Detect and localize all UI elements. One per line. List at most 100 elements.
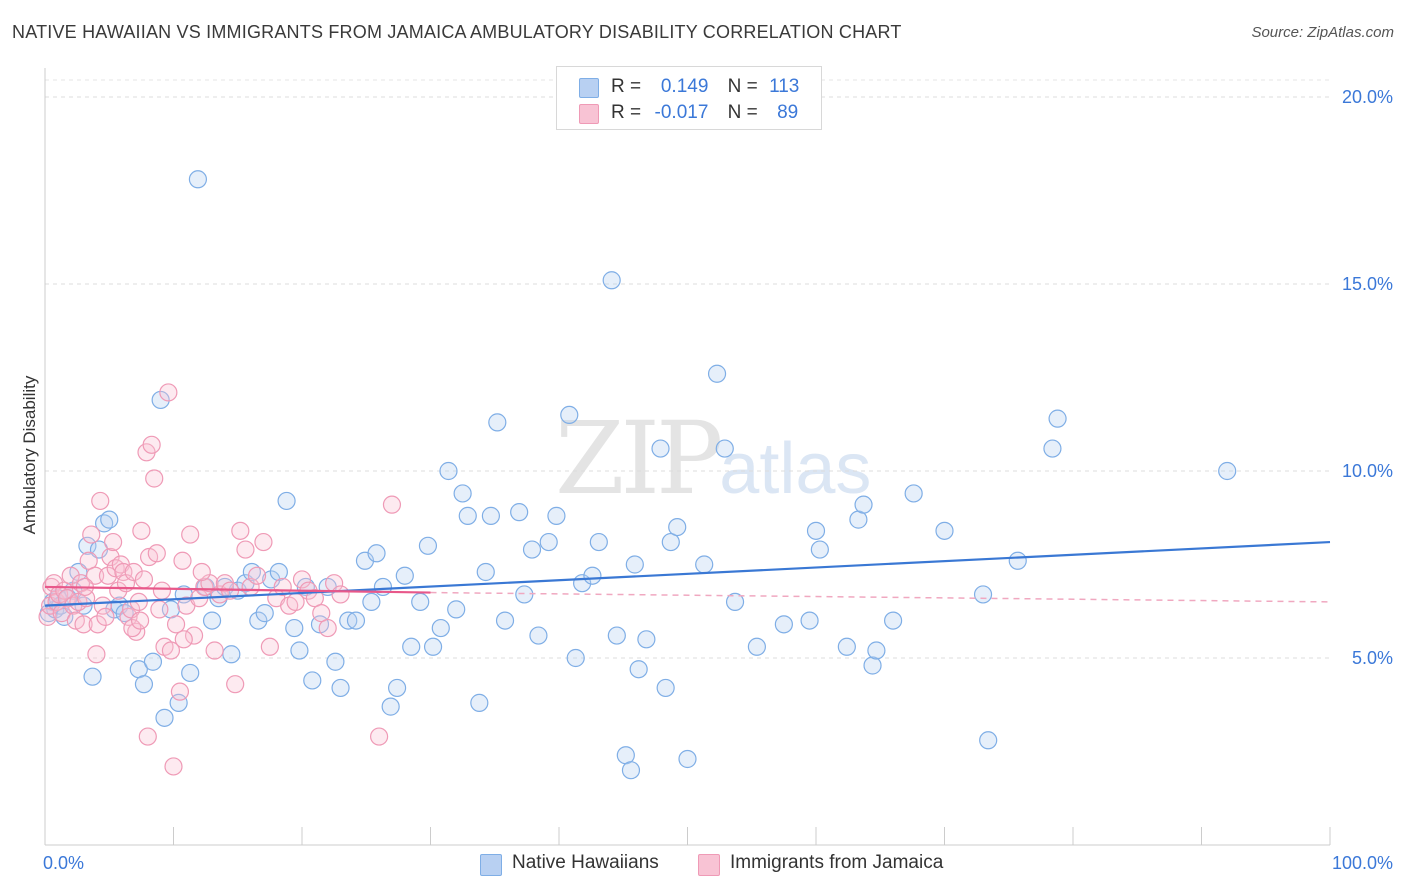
legend-n-label: N =: [727, 102, 758, 123]
point-native-hawaiian: [100, 510, 119, 529]
y-tick-label: 5.0%: [1352, 648, 1393, 668]
point-native-hawaiian: [625, 555, 644, 574]
point-jamaica: [79, 551, 98, 570]
point-jamaica: [98, 566, 118, 585]
point-native-hawaiian: [303, 671, 322, 690]
point-native-hawaiian: [476, 562, 495, 582]
legend-n-value: 89: [777, 102, 799, 123]
point-jamaica: [159, 383, 178, 402]
legend-swatch-blue: [579, 78, 599, 98]
point-jamaica: [74, 615, 93, 634]
point-native-hawaiian: [395, 566, 414, 585]
point-native-hawaiian: [589, 532, 608, 552]
point-native-hawaiian: [935, 521, 954, 540]
watermark-zip: ZIP: [555, 400, 723, 517]
point-native-hawaiian: [202, 611, 222, 630]
point-jamaica: [147, 544, 166, 563]
point-native-hawaiian: [583, 566, 602, 585]
point-native-hawaiian: [510, 503, 529, 522]
point-native-hawaiian: [621, 761, 641, 780]
point-native-hawaiian: [1048, 409, 1067, 428]
point-jamaica: [93, 596, 112, 615]
point-native-hawaiian: [143, 652, 163, 671]
point-native-hawaiian: [800, 611, 819, 630]
point-jamaica: [170, 682, 190, 701]
point-jamaica: [370, 727, 389, 746]
point-native-hawaiian: [339, 611, 358, 630]
point-jamaica: [119, 607, 138, 626]
point-jamaica: [130, 611, 150, 630]
point-jamaica: [174, 630, 193, 649]
point-native-hawaiian: [285, 618, 304, 638]
point-jamaica: [164, 757, 183, 776]
point-jamaica: [88, 615, 107, 634]
point-native-hawaiian: [134, 675, 154, 694]
point-native-hawaiian: [607, 626, 626, 645]
point-native-hawaiian: [402, 637, 421, 656]
point-native-hawaiian: [602, 271, 621, 290]
point-jamaica: [382, 495, 402, 514]
point-native-hawaiian: [431, 618, 450, 638]
point-jamaica: [134, 570, 154, 589]
trendline-native-hawaiians: [44, 540, 1331, 607]
point-native-hawaiian: [973, 585, 993, 604]
point-jamaica: [101, 547, 120, 567]
point-native-hawaiian: [277, 491, 296, 511]
point-native-hawaiian: [439, 461, 458, 481]
point-native-hawaiian: [1008, 551, 1027, 570]
point-jamaica: [145, 469, 164, 488]
point-jamaica: [247, 566, 267, 585]
point-native-hawaiian: [1218, 461, 1237, 481]
point-jamaica: [205, 641, 224, 660]
point-native-hawaiian: [668, 517, 687, 537]
point-jamaica: [312, 604, 331, 623]
point-native-hawaiian: [539, 532, 558, 552]
point-native-hawaiian: [515, 585, 534, 604]
point-jamaica: [331, 585, 350, 604]
point-jamaica: [123, 618, 142, 638]
point-jamaica: [86, 566, 105, 585]
point-jamaica: [109, 581, 128, 600]
legend-n-label: N =: [727, 76, 758, 97]
point-native-hawaiian: [651, 439, 670, 458]
point-jamaica: [173, 551, 192, 570]
point-native-hawaiian: [151, 390, 170, 410]
watermark: ZIPatlas: [555, 400, 871, 517]
point-native-hawaiian: [470, 693, 489, 712]
point-native-hawaiian: [188, 170, 208, 189]
legend-r-value: -0.017: [654, 102, 709, 123]
point-jamaica: [166, 615, 186, 634]
point-native-hawaiian: [411, 592, 430, 612]
x-tick-label-min: 0.0%: [43, 853, 84, 873]
correlation-legend: R = 0.149 N = 113 R = -0.017 N = 89: [556, 66, 822, 130]
point-jamaica: [138, 727, 157, 746]
point-native-hawaiian: [715, 439, 734, 458]
y-tick-label: 20.0%: [1342, 87, 1393, 107]
point-native-hawaiian: [290, 641, 309, 660]
point-native-hawaiian: [678, 749, 697, 769]
legend-r-label: R =: [611, 76, 642, 97]
watermark-atlas: atlas: [719, 429, 872, 509]
point-native-hawaiian: [725, 592, 745, 612]
point-jamaica: [114, 562, 133, 582]
point-jamaica: [61, 566, 80, 585]
bottom-legend-swatch-pink: [698, 854, 720, 876]
bottom-legend-label: Native Hawaiians: [512, 852, 659, 873]
point-native-hawaiian: [269, 562, 288, 582]
point-jamaica: [192, 562, 211, 582]
point-native-hawaiian: [222, 645, 241, 664]
point-native-hawaiian: [155, 708, 174, 727]
point-native-hawaiian: [423, 637, 443, 656]
point-native-hawaiian: [707, 364, 727, 383]
point-native-hawaiian: [629, 660, 648, 679]
point-native-hawaiian: [495, 611, 515, 630]
point-jamaica: [104, 532, 123, 552]
point-native-hawaiian: [810, 540, 829, 559]
point-jamaica: [318, 618, 337, 638]
point-native-hawaiian: [522, 540, 542, 559]
point-jamaica: [181, 525, 200, 544]
point-native-hawaiian: [362, 592, 381, 612]
point-jamaica: [305, 589, 324, 608]
point-jamaica: [260, 637, 279, 656]
